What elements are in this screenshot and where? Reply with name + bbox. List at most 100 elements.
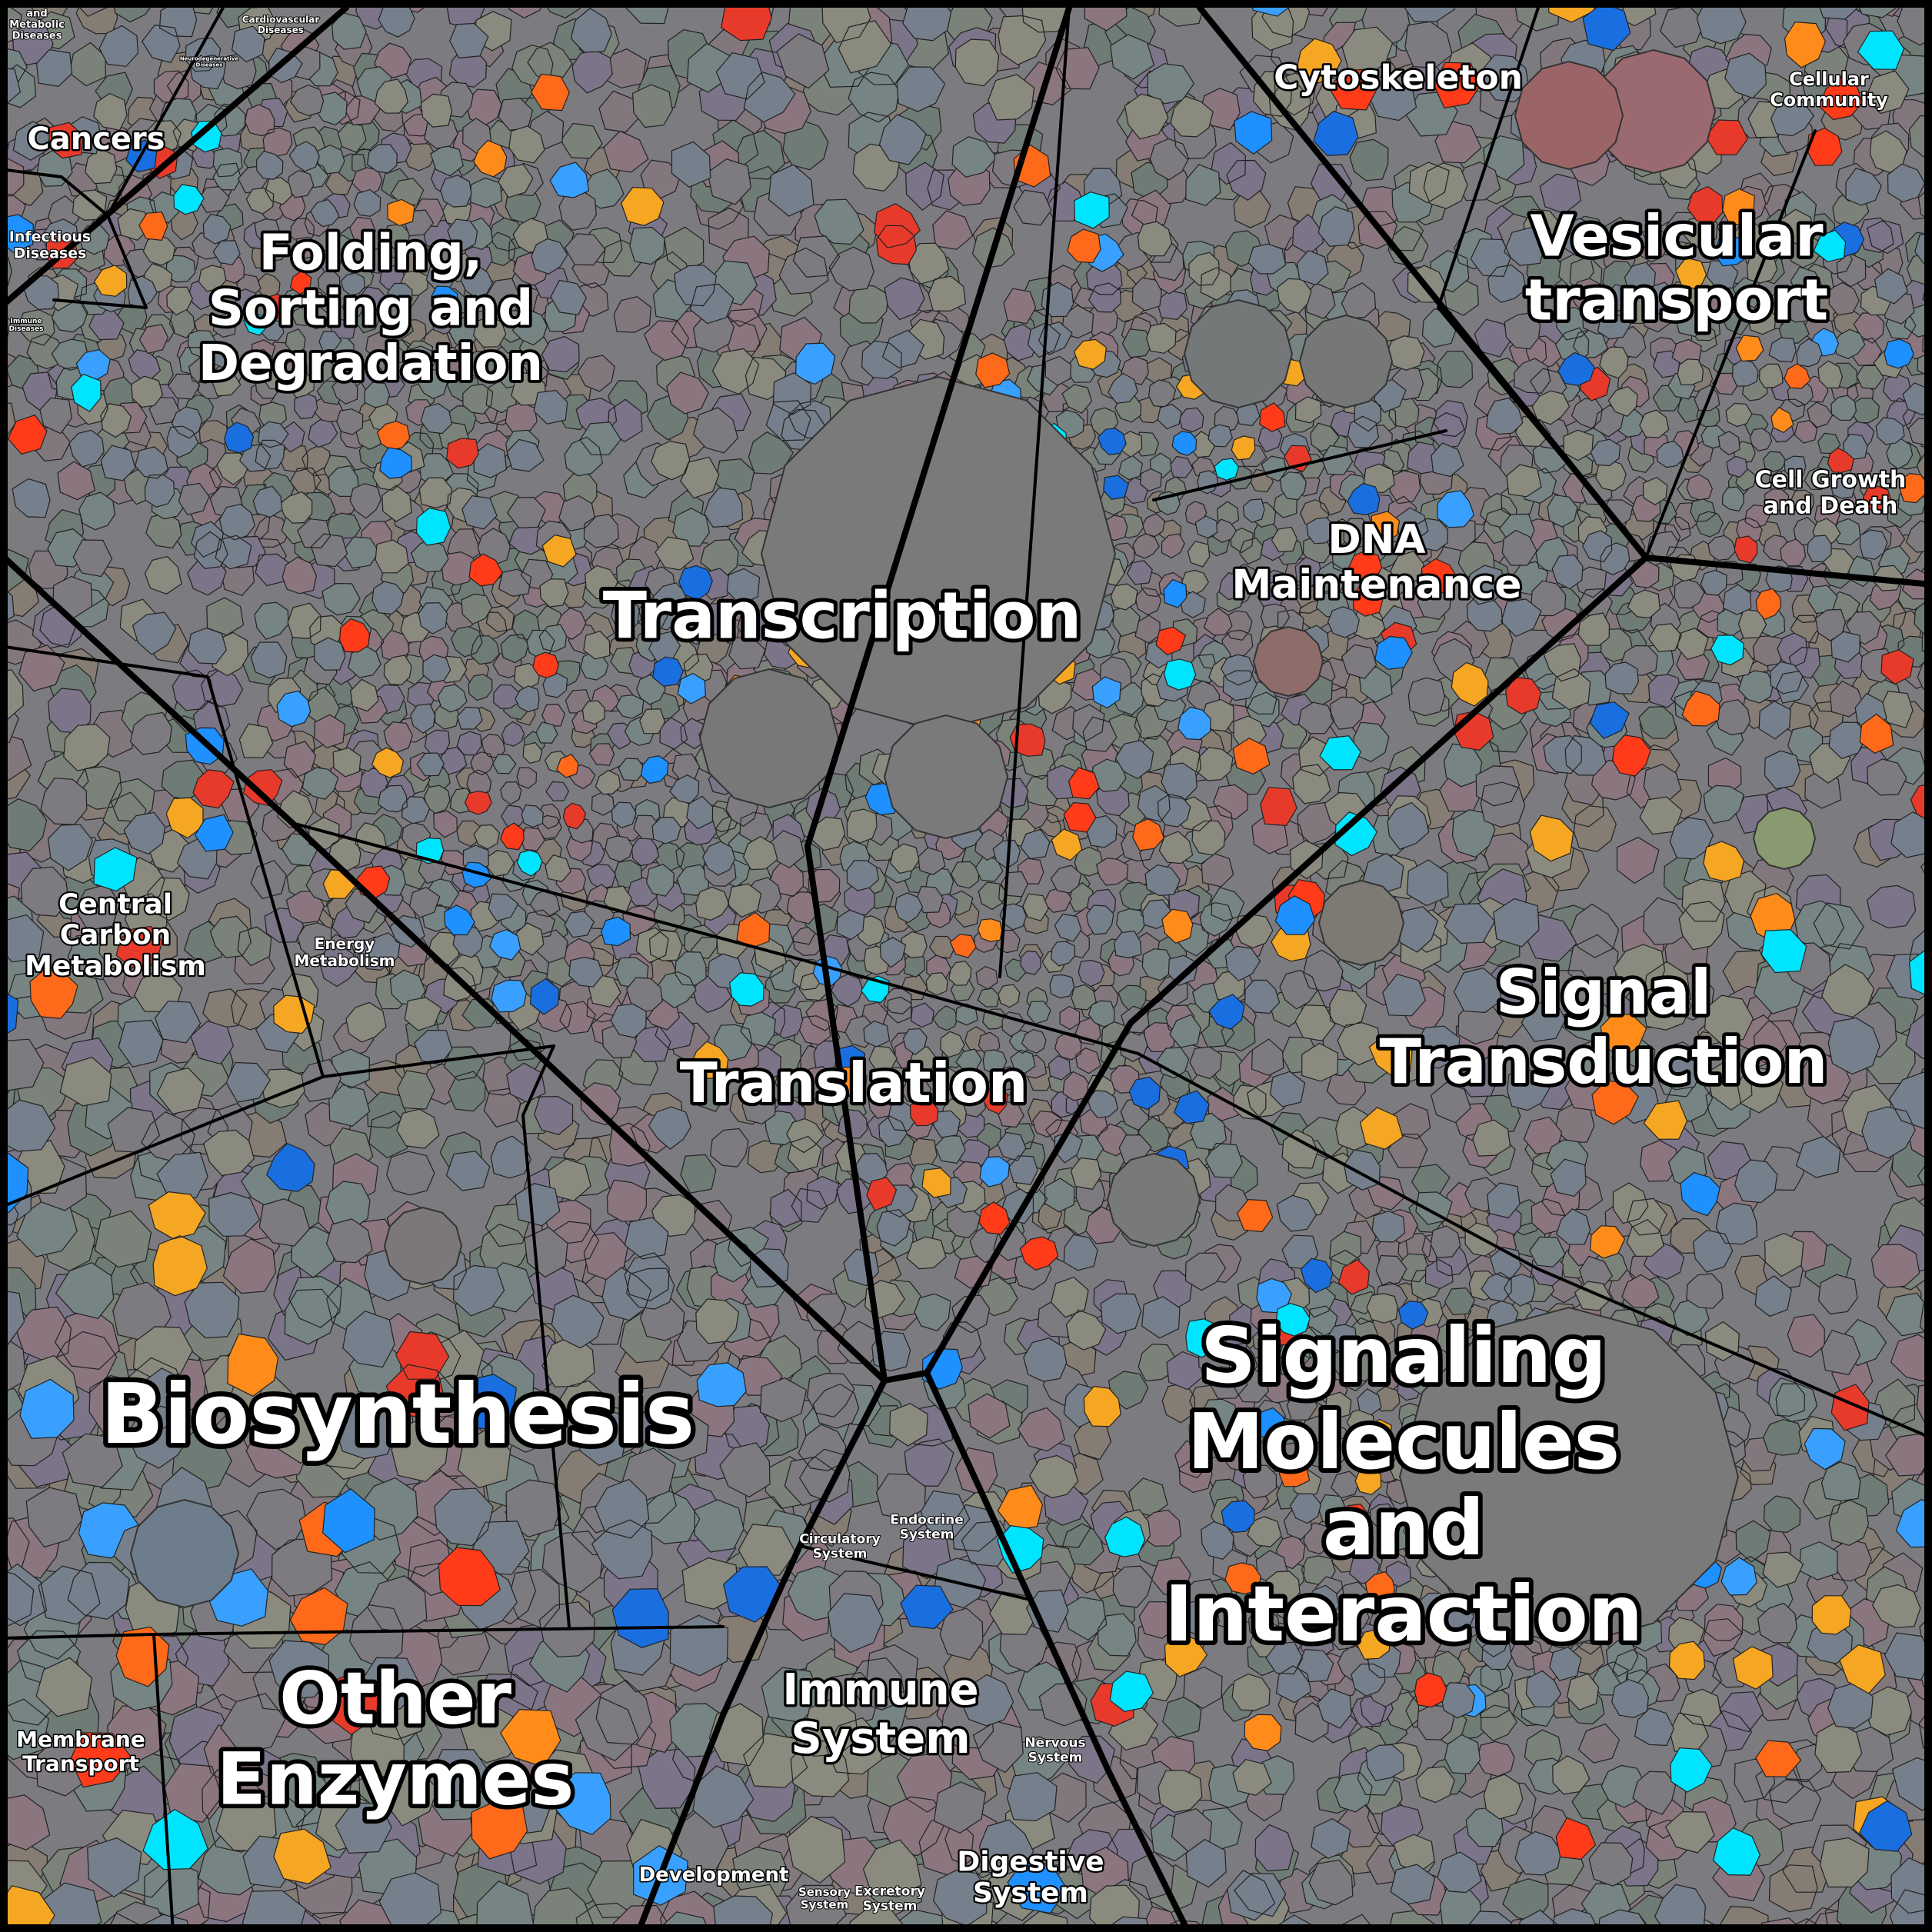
- region-label-line: Folding,: [259, 225, 482, 282]
- region-label-line: Molecules: [1188, 1397, 1620, 1487]
- region-label-neurodegenerative-diseases: Neurodegenerative Diseases: [180, 56, 239, 68]
- region-label-translation: Translation: [680, 1051, 1028, 1115]
- region-boundary: [152, 1633, 175, 1932]
- region-boundary: [998, 6, 1071, 978]
- region-label-line: System: [1028, 1750, 1083, 1765]
- region-label-line: System: [791, 1714, 970, 1764]
- region-label-circulatory-system: Circulatory System: [799, 1531, 880, 1561]
- region-label-immune-system: Immune System: [782, 1665, 978, 1764]
- region-label-nervous-system: Nervous System: [1024, 1735, 1085, 1765]
- region-label-immune-diseases: Immune Diseases: [9, 318, 44, 333]
- region-label-line: Diseases: [196, 62, 223, 68]
- region-label-line: System: [813, 1546, 868, 1561]
- region-label-line: Degradation: [198, 335, 543, 392]
- region-label-line: Biosynthesis: [101, 1367, 695, 1463]
- region-label-line: Immune: [782, 1665, 978, 1715]
- region-boundary: [1643, 555, 1932, 588]
- region-label-line: Cancers: [27, 122, 165, 157]
- region-boundary: [106, 6, 225, 217]
- large-cell: [883, 714, 1009, 840]
- region-boundary: [291, 821, 1140, 1055]
- region-label-folding-sorting-degradation: Folding, Sorting and Degradation: [198, 225, 543, 392]
- region-label-line: Neurodegenerative: [180, 56, 239, 62]
- region-label-development: Development: [639, 1864, 789, 1887]
- region-label-line: Circulatory: [799, 1531, 880, 1547]
- region-label-line: Transcription: [603, 578, 1082, 653]
- region-boundary: [0, 168, 109, 217]
- large-cell-layer: [129, 48, 1817, 1647]
- region-label-line: Nervous: [1024, 1735, 1085, 1750]
- region-boundary: [0, 551, 888, 1384]
- region-label-membrane-transport: Membrane Transport: [16, 1727, 145, 1776]
- region-boundary: [106, 214, 148, 309]
- region-label-line: Development: [639, 1864, 789, 1887]
- large-cell: [760, 375, 1117, 732]
- region-boundary: [521, 1044, 571, 1628]
- region-label-line: Infectious: [9, 228, 92, 245]
- region-label-line: Diseases: [258, 25, 304, 35]
- region-label-line: Digestive: [957, 1846, 1104, 1877]
- region-label-line: System: [801, 1898, 848, 1912]
- region-label-line: Energy: [315, 934, 375, 953]
- region-label-cellular-community: Cellular Community: [1770, 68, 1888, 111]
- region-label-line: Vesicular: [1530, 203, 1824, 269]
- region-label-line: Signal: [1496, 957, 1712, 1028]
- region-boundary: [1644, 129, 1817, 559]
- region-label-line: and Death: [1764, 492, 1898, 519]
- large-cell: [1398, 1306, 1740, 1647]
- region-boundary: [1152, 429, 1447, 501]
- region-label-other-enzymes: Other Enzymes: [217, 1657, 575, 1821]
- region-boundary: [635, 1377, 888, 1932]
- region-label-signal-transduction: Signal Transduction: [1379, 957, 1827, 1098]
- large-cell: [129, 1498, 240, 1609]
- region-label-line: and: [26, 8, 47, 19]
- region-label-central-carbon-metabolism: Central Carbon Metabolism: [25, 888, 206, 982]
- region-label-line: Diseases: [14, 245, 87, 261]
- region-label-line: DNA: [1328, 517, 1426, 563]
- region-boundary: [0, 5, 349, 311]
- region-label-line: System: [973, 1877, 1088, 1909]
- region-label-line: Signaling: [1201, 1311, 1607, 1401]
- region-label-line: Cellular: [1789, 68, 1869, 90]
- large-cell: [1106, 1152, 1201, 1247]
- region-boundaries: [0, 5, 1932, 1932]
- region-label-line: Cardiovascular: [242, 14, 320, 25]
- region-label-line: Membrane: [16, 1727, 145, 1752]
- region-label-line: Diseases: [12, 30, 62, 42]
- large-cell: [1752, 806, 1817, 871]
- region-label-line: Interaction: [1164, 1569, 1643, 1659]
- region-label-line: Endocrine: [890, 1512, 963, 1527]
- region-boundary: [924, 5, 1649, 1376]
- region-boundary: [881, 1370, 930, 1384]
- region-label-line: Cell Growth: [1755, 467, 1907, 494]
- region-label-line: Enzymes: [217, 1738, 575, 1822]
- region-label-line: Metabolic: [9, 19, 65, 31]
- large-cell: [383, 1206, 463, 1286]
- region-boundary: [804, 5, 1072, 1384]
- region-label-line: Excretory: [854, 1884, 925, 1899]
- region-label-transcription: Transcription: [603, 578, 1082, 653]
- large-cell: [698, 668, 840, 809]
- region-boundary: [924, 1370, 1191, 1932]
- region-label-dna-maintenance: DNA Maintenance: [1231, 517, 1521, 608]
- region-label-cancers: Cancers: [27, 122, 165, 157]
- region-label-sensory-system: Sensory System: [798, 1885, 851, 1912]
- region-label-signaling-molecules-interaction: Signaling Molecules and Interaction: [1164, 1311, 1643, 1659]
- region-label-line: Metabolism: [294, 951, 395, 970]
- region-label-line: transport: [1525, 267, 1828, 333]
- region-label-line: Transport: [22, 1750, 139, 1776]
- region-label-line: Diseases: [9, 325, 44, 333]
- region-label-line: Immune: [10, 318, 42, 325]
- region-boundary: [798, 1544, 1032, 1601]
- region-label-digestive-system: Digestive System: [957, 1846, 1104, 1908]
- region-label-line: Central: [58, 888, 172, 920]
- large-cell: [1514, 60, 1624, 171]
- region-label-line: Transduction: [1379, 1026, 1827, 1098]
- large-cell: [1183, 298, 1294, 409]
- region-boundary: [1137, 1052, 1932, 1440]
